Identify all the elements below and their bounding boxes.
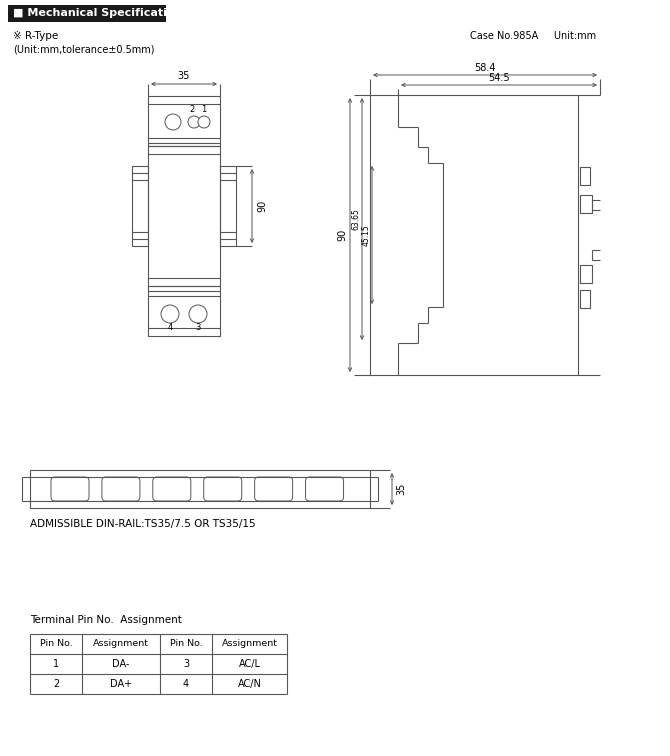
Text: (Unit:mm,tolerance±0.5mm): (Unit:mm,tolerance±0.5mm) xyxy=(13,45,155,55)
Text: 35: 35 xyxy=(396,483,406,495)
Text: 1: 1 xyxy=(53,659,59,669)
Text: 35: 35 xyxy=(178,71,190,81)
Bar xyxy=(148,146,220,286)
Text: Terminal Pin No.  Assignment: Terminal Pin No. Assignment xyxy=(30,615,182,625)
Circle shape xyxy=(165,114,181,130)
Text: AC/N: AC/N xyxy=(238,679,261,689)
FancyBboxPatch shape xyxy=(204,477,242,501)
Bar xyxy=(30,470,370,508)
Text: 3: 3 xyxy=(183,659,189,669)
FancyBboxPatch shape xyxy=(153,477,191,501)
Text: ■ Mechanical Specification: ■ Mechanical Specification xyxy=(13,8,182,18)
Text: DA+: DA+ xyxy=(110,679,132,689)
Text: Assignment: Assignment xyxy=(222,640,277,649)
FancyBboxPatch shape xyxy=(306,477,344,501)
Bar xyxy=(580,195,592,213)
Text: Pin No.: Pin No. xyxy=(40,640,72,649)
Text: Pin No.: Pin No. xyxy=(170,640,202,649)
Text: 90: 90 xyxy=(257,200,267,212)
FancyBboxPatch shape xyxy=(51,477,89,501)
Bar xyxy=(580,167,590,185)
Text: 4: 4 xyxy=(183,679,189,689)
FancyBboxPatch shape xyxy=(102,477,140,501)
Circle shape xyxy=(161,305,179,323)
Text: 45.15: 45.15 xyxy=(362,224,371,246)
Bar xyxy=(148,96,220,146)
Text: 2: 2 xyxy=(53,679,59,689)
Text: 3: 3 xyxy=(196,324,201,333)
Text: 2: 2 xyxy=(190,106,194,114)
Text: ※ R-Type: ※ R-Type xyxy=(13,31,58,41)
Text: DA-: DA- xyxy=(113,659,130,669)
Text: 63.65: 63.65 xyxy=(352,208,360,230)
Bar xyxy=(132,166,148,246)
Bar xyxy=(580,290,590,308)
Bar xyxy=(8,5,166,22)
Bar xyxy=(220,166,236,246)
Text: 1: 1 xyxy=(202,106,206,114)
Circle shape xyxy=(188,116,200,128)
Text: AC/L: AC/L xyxy=(239,659,261,669)
FancyBboxPatch shape xyxy=(255,477,293,501)
Bar xyxy=(148,286,220,336)
Text: Assignment: Assignment xyxy=(93,640,149,649)
Text: 4: 4 xyxy=(168,324,173,333)
Text: Case No.985A     Unit:mm: Case No.985A Unit:mm xyxy=(470,31,596,41)
Text: 90: 90 xyxy=(337,229,347,241)
Circle shape xyxy=(189,305,207,323)
Text: ADMISSIBLE DIN-RAIL:TS35/7.5 OR TS35/15: ADMISSIBLE DIN-RAIL:TS35/7.5 OR TS35/15 xyxy=(30,519,256,529)
Bar xyxy=(580,265,592,283)
Circle shape xyxy=(198,116,210,128)
Text: 58.4: 58.4 xyxy=(474,63,496,73)
Text: 54.5: 54.5 xyxy=(488,73,510,83)
